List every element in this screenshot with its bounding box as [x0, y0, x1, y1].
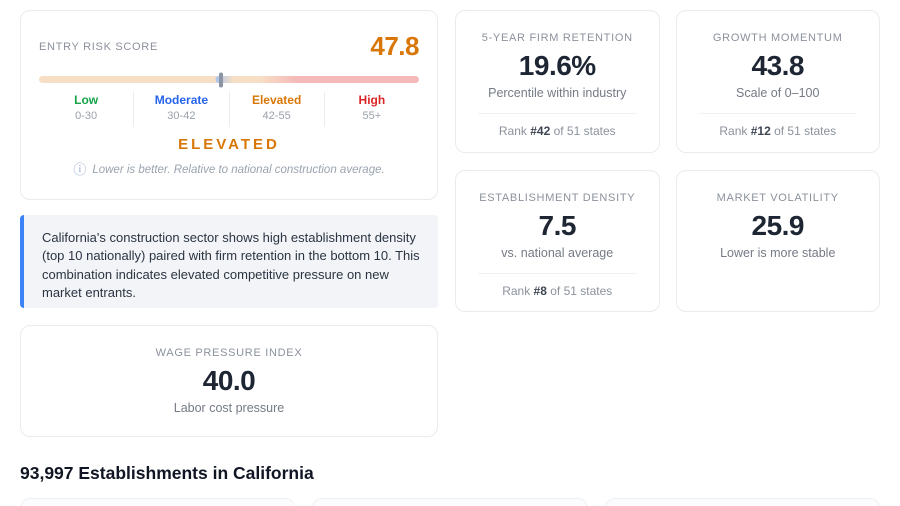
- left-column: ENTRY RISK SCORE 47.8 Low 0-30 Moderate …: [20, 10, 438, 437]
- entry-risk-score-card: ENTRY RISK SCORE 47.8 Low 0-30 Moderate …: [20, 10, 438, 200]
- risk-footnote: ⓘ Lower is better. Relative to national …: [39, 163, 419, 176]
- metric-label: ESTABLISHMENT DENSITY: [479, 192, 636, 204]
- risk-score-value: 47.8: [370, 31, 419, 61]
- risk-band-moderate: Moderate 30-42: [133, 92, 228, 127]
- rank-line: Rank #12 of 51 states: [719, 124, 837, 138]
- wage-card-label: WAGE PRESSURE INDEX: [155, 347, 303, 359]
- risk-gauge-marker: [218, 72, 223, 87]
- metric-subtext: Scale of 0–100: [736, 86, 820, 100]
- risk-gauge-track: [39, 72, 419, 87]
- metric-label: GROWTH MOMENTUM: [712, 32, 843, 44]
- risk-band-elevated: Elevated 42-55: [228, 92, 324, 127]
- metric-label: 5-YEAR FIRM RETENTION: [481, 32, 633, 44]
- rank-line: Rank #42 of 51 states: [498, 124, 616, 138]
- establishments-heading: 93,997 Establishments in California: [20, 463, 314, 483]
- risk-band-high: High 55+: [323, 92, 419, 127]
- firm-retention-card: 5-YEAR FIRM RETENTION 19.6% Percentile w…: [455, 10, 660, 153]
- divider: [698, 113, 857, 114]
- metric-card-grid: 5-YEAR FIRM RETENTION 19.6% Percentile w…: [455, 10, 880, 437]
- metric-subtext: Lower is more stable: [720, 246, 836, 260]
- rank-line: Rank #8 of 51 states: [502, 284, 613, 298]
- wage-pressure-card: WAGE PRESSURE INDEX 40.0 Labor cost pres…: [20, 325, 438, 437]
- establishment-density-card: ESTABLISHMENT DENSITY 7.5 vs. national a…: [455, 170, 660, 312]
- rank-value: #12: [750, 124, 771, 138]
- partial-card: [604, 498, 880, 506]
- risk-footnote-text: Lower is better. Relative to national co…: [92, 163, 385, 176]
- info-icon: ⓘ: [73, 162, 87, 177]
- risk-status-badge: ELEVATED: [178, 136, 280, 153]
- partial-card: [20, 498, 296, 506]
- partial-card: [312, 498, 588, 506]
- risk-card-header: ENTRY RISK SCORE 47.8: [39, 31, 419, 62]
- metric-value: 7.5: [538, 210, 577, 241]
- rank-value: #8: [533, 284, 547, 298]
- metric-label: MARKET VOLATILITY: [716, 192, 839, 204]
- insight-callout: California's construction sector shows h…: [20, 215, 438, 308]
- metric-value: 19.6%: [518, 50, 596, 81]
- growth-momentum-card: GROWTH MOMENTUM 43.8 Scale of 0–100 Rank…: [675, 10, 880, 153]
- divider: [478, 273, 637, 274]
- rank-value: #42: [530, 124, 551, 138]
- divider: [478, 113, 637, 114]
- market-volatility-card: MARKET VOLATILITY 25.9 Lower is more sta…: [675, 170, 880, 312]
- risk-card-label: ENTRY RISK SCORE: [39, 40, 158, 53]
- risk-band-low: Low 0-30: [74, 93, 99, 122]
- metric-value: 43.8: [751, 50, 805, 81]
- wage-card-subtext: Labor cost pressure: [173, 401, 285, 415]
- risk-gauge-marker-glow: [215, 76, 234, 83]
- wage-card-value: 40.0: [202, 365, 256, 396]
- metric-subtext: vs. national average: [501, 246, 614, 260]
- metric-value: 25.9: [751, 210, 805, 241]
- partial-card-row: [20, 498, 880, 506]
- risk-bands: Low 0-30 Moderate 30-42 Elevated 42-55 H…: [39, 92, 419, 127]
- metric-subtext: Percentile within industry: [488, 86, 627, 100]
- metrics-section: ENTRY RISK SCORE 47.8 Low 0-30 Moderate …: [20, 10, 880, 437]
